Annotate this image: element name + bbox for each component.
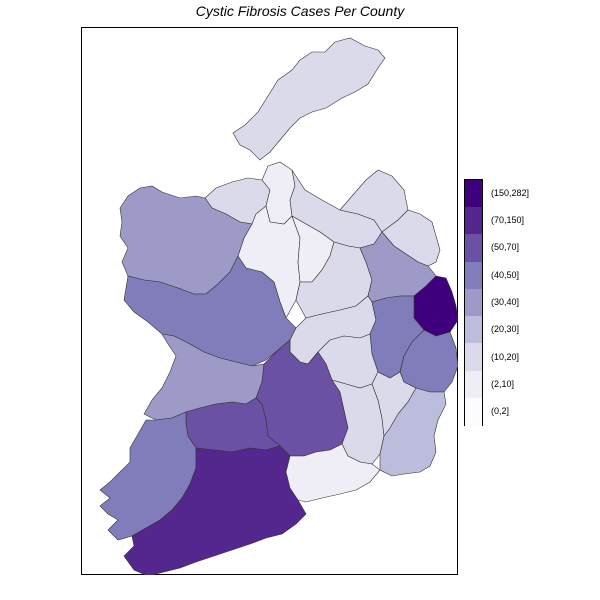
- county-cork: [123, 445, 307, 575]
- legend-label: (150,282]: [491, 188, 530, 198]
- county-donegal: [232, 37, 386, 161]
- map-title: Cystic Fibrosis Cases Per County: [195, 3, 405, 19]
- legend-label: (70,150]: [491, 215, 525, 225]
- legend-label: (50,70]: [491, 242, 520, 252]
- legend-swatch: [465, 370, 482, 399]
- legend-label: (30,40]: [491, 297, 520, 307]
- county-monaghan: [339, 169, 409, 233]
- legend-label: (2,10]: [491, 379, 515, 389]
- county-wexford: [379, 387, 447, 477]
- legend-label: (20,30]: [491, 324, 520, 334]
- county-kilkenny: [331, 379, 385, 465]
- legend-swatch: [465, 261, 482, 290]
- legend-label: (0,2]: [491, 406, 510, 416]
- legend-label: (10,20]: [491, 352, 520, 362]
- ireland-county-map: [99, 37, 458, 575]
- county-waterford: [285, 443, 381, 503]
- legend-swatch: [465, 316, 482, 345]
- legend-label: (40,50]: [491, 270, 520, 280]
- legend-swatch: [465, 343, 482, 372]
- legend-swatch: [465, 180, 482, 208]
- legend-swatch: [465, 207, 482, 236]
- legend-swatch: [465, 288, 482, 317]
- legend-swatch: [465, 234, 482, 263]
- legend-swatch: [465, 397, 482, 426]
- legend-colorbar: [464, 179, 483, 426]
